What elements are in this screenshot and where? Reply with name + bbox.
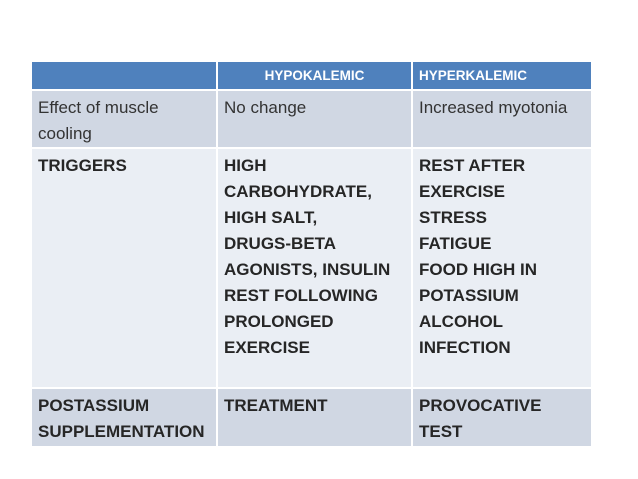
cell-triggers-hypokalemic: HIGH CARBOHYDRATE, HIGH SALT, DRUGS-BETA… <box>218 149 411 387</box>
row-label-muscle-cooling: Effect of muscle cooling <box>32 91 216 147</box>
comparison-table: HYPOKALEMIC HYPERKALEMIC Effect of muscl… <box>32 62 591 446</box>
row-label-potassium-supplementation: POSTASSIUM SUPPLEMENTATION <box>32 389 216 446</box>
header-cell-hyperkalemic: HYPERKALEMIC <box>413 62 591 89</box>
cell-muscle-cooling-hypokalemic: No change <box>218 91 411 147</box>
row-label-triggers: TRIGGERS <box>32 149 216 387</box>
header-cell-hypokalemic: HYPOKALEMIC <box>218 62 411 89</box>
cell-muscle-cooling-hyperkalemic: Increased myotonia <box>413 91 591 147</box>
cell-provocative-test: PROVOCATIVE TEST <box>413 389 591 446</box>
cell-treatment: TREATMENT <box>218 389 411 446</box>
header-cell-empty <box>32 62 216 89</box>
cell-triggers-hyperkalemic: REST AFTER EXERCISE STRESS FATIGUE FOOD … <box>413 149 591 387</box>
